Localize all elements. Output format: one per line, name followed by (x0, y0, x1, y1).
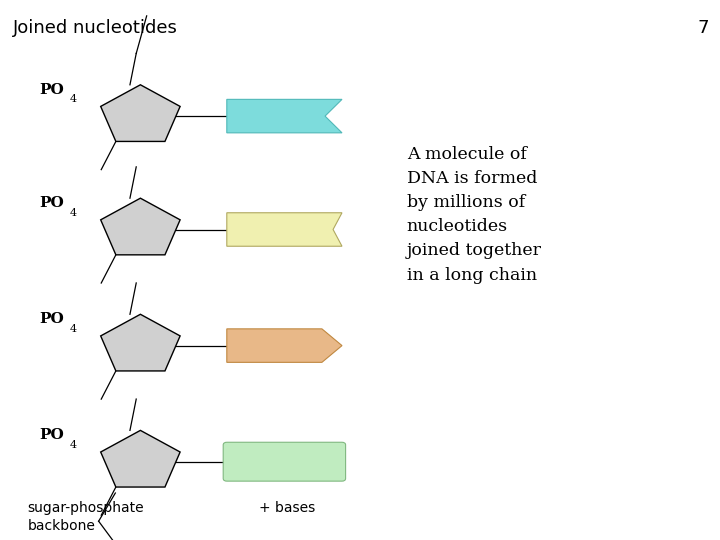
Text: PO: PO (40, 83, 64, 97)
Text: PO: PO (40, 428, 64, 442)
Polygon shape (227, 329, 342, 362)
Polygon shape (101, 198, 180, 255)
Polygon shape (101, 430, 180, 487)
Text: 4: 4 (70, 94, 77, 104)
Text: Joined nucleotides: Joined nucleotides (13, 19, 178, 37)
FancyBboxPatch shape (223, 442, 346, 481)
Text: 4: 4 (70, 324, 77, 334)
Text: + bases: + bases (259, 501, 315, 515)
Polygon shape (101, 314, 180, 371)
Text: 7: 7 (698, 19, 709, 37)
Text: sugar-phosphate: sugar-phosphate (27, 501, 144, 515)
Polygon shape (227, 213, 342, 246)
Text: 4: 4 (70, 208, 77, 218)
Polygon shape (101, 85, 180, 141)
Text: 4: 4 (70, 440, 77, 450)
Polygon shape (227, 99, 342, 133)
Text: A molecule of
DNA is formed
by millions of
nucleotides
joined together
in a long: A molecule of DNA is formed by millions … (407, 146, 541, 284)
Text: backbone: backbone (27, 519, 95, 534)
Text: PO: PO (40, 312, 64, 326)
Text: PO: PO (40, 196, 64, 210)
